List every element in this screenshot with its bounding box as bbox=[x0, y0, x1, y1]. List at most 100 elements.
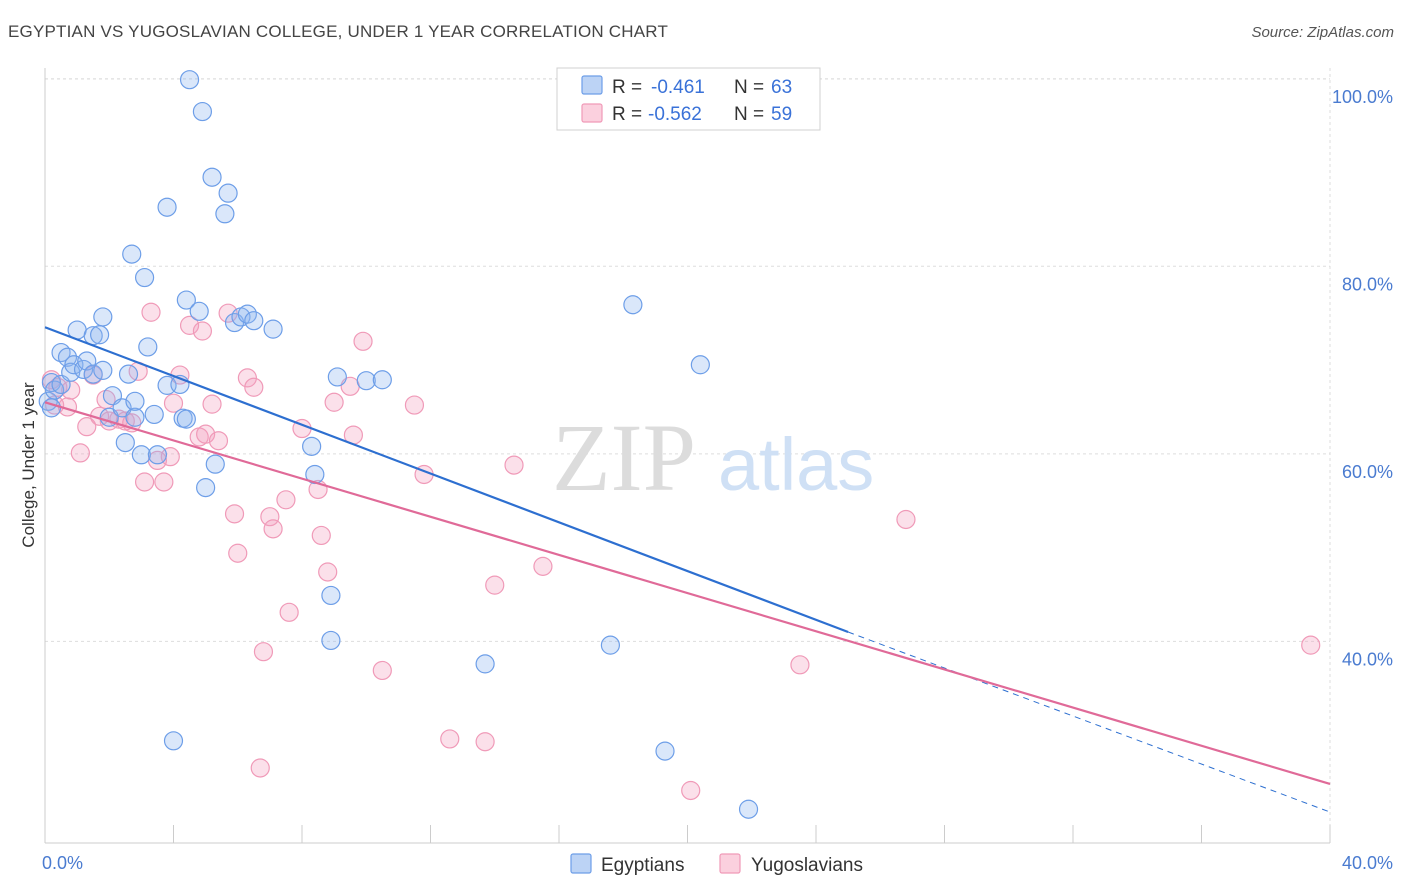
egyptians-point bbox=[134, 267, 155, 288]
egyptians-point bbox=[738, 799, 759, 819]
series-legend-swatch-yugoslavians bbox=[719, 853, 741, 874]
x-tick-labels: 0.0% 40.0% bbox=[42, 853, 1393, 873]
y-tick-label: 100.0% bbox=[1332, 87, 1393, 107]
yugoslavians-point bbox=[218, 303, 238, 323]
yugoslavians-point bbox=[141, 302, 161, 322]
egyptians-point bbox=[118, 364, 139, 384]
watermark-zip: ZIP bbox=[552, 404, 696, 511]
egyptians-point bbox=[179, 70, 200, 90]
egyptians-point bbox=[475, 654, 495, 674]
series-legend-label-egyptians: Egyptians bbox=[601, 855, 684, 876]
y-tick-label: 60.0% bbox=[1342, 462, 1393, 482]
yugoslavians-point bbox=[276, 490, 296, 510]
egyptians-point bbox=[93, 360, 113, 380]
egyptians-trend-line bbox=[44, 326, 849, 634]
yugoslavians-point bbox=[70, 443, 90, 463]
egyptians-point bbox=[144, 404, 164, 425]
yugoslavians-point bbox=[404, 395, 425, 415]
yugoslavians-point bbox=[279, 602, 299, 622]
egyptians-point bbox=[131, 445, 151, 465]
y-axis-label: College, Under 1 year bbox=[19, 382, 38, 548]
legend-n-value-yugoslavians: 59 bbox=[771, 104, 792, 125]
legend-r-label-yugoslavians: R = bbox=[612, 104, 642, 125]
yugoslavians-point bbox=[324, 392, 344, 412]
egyptians-point bbox=[218, 183, 238, 203]
legend-swatch-yugoslavians bbox=[581, 103, 603, 123]
legend-r-value-egyptians: -0.461 bbox=[651, 77, 705, 98]
yugoslavians-point bbox=[208, 431, 229, 451]
egyptians-point bbox=[215, 204, 235, 224]
yugoslavians-point bbox=[372, 660, 392, 681]
egyptians-point bbox=[138, 337, 158, 357]
egyptians-points bbox=[38, 70, 759, 819]
egyptians-point bbox=[147, 445, 168, 465]
legend-swatch-egyptians bbox=[581, 75, 603, 95]
yugoslavians-point bbox=[485, 575, 505, 595]
yugoslavians-point bbox=[681, 780, 701, 801]
x-tick-label-min: 0.0% bbox=[42, 853, 83, 873]
egyptians-point bbox=[93, 307, 113, 327]
yugoslavians-point bbox=[192, 321, 213, 341]
egyptians-point bbox=[163, 731, 184, 751]
yugoslavians-point bbox=[790, 655, 810, 675]
yugoslavians-point bbox=[228, 543, 248, 563]
y-tick-labels: 40.0% 60.0% 80.0% 100.0% bbox=[1332, 87, 1393, 670]
yugoslavians-point bbox=[237, 368, 257, 388]
egyptians-point bbox=[125, 391, 145, 411]
egyptians-point bbox=[115, 432, 135, 453]
egyptians-point bbox=[64, 355, 84, 375]
egyptians-point bbox=[321, 630, 341, 651]
yugoslavians-point bbox=[318, 562, 338, 582]
yugoslavians-point bbox=[224, 504, 245, 524]
watermark-atlas: atlas bbox=[718, 423, 874, 506]
stats-legend: R = -0.461 N = 63 R = -0.562 N = 59 bbox=[556, 67, 821, 131]
y-tick-label: 80.0% bbox=[1342, 274, 1393, 294]
yugoslavians-point bbox=[154, 472, 174, 492]
egyptians-trend-extension bbox=[847, 631, 1331, 813]
series-legend: Egyptians Yugoslavians bbox=[570, 853, 863, 876]
yugoslavians-point bbox=[163, 393, 184, 413]
yugoslavians-point bbox=[253, 642, 274, 662]
egyptians-point bbox=[196, 478, 216, 498]
yugoslavians-point bbox=[353, 331, 373, 351]
source-label: Source: ZipAtlas.com bbox=[1251, 24, 1394, 41]
x-tick-label-max: 40.0% bbox=[1342, 853, 1393, 873]
egyptians-point bbox=[122, 244, 142, 264]
egyptians-point bbox=[327, 367, 347, 387]
yugoslavians-trend-line bbox=[44, 401, 1331, 785]
egyptians-point bbox=[83, 364, 103, 384]
yugoslavians-point bbox=[134, 472, 155, 492]
egyptians-point bbox=[302, 436, 322, 456]
axes bbox=[44, 68, 1331, 844]
yugoslavians-point bbox=[263, 519, 283, 539]
yugoslavians-point bbox=[896, 509, 916, 530]
y-tick-label: 40.0% bbox=[1342, 649, 1393, 669]
egyptians-point bbox=[189, 301, 209, 321]
yugoslavians-point bbox=[475, 732, 495, 752]
legend-n-value-egyptians: 63 bbox=[771, 77, 792, 98]
egyptians-point bbox=[690, 355, 710, 375]
yugoslavians-point bbox=[202, 394, 222, 414]
egyptians-point bbox=[176, 290, 196, 310]
yugoslavians-point bbox=[440, 729, 460, 749]
egyptians-point bbox=[372, 370, 392, 390]
egyptians-point bbox=[90, 325, 110, 345]
egyptians-point bbox=[600, 635, 621, 655]
egyptians-point bbox=[57, 347, 78, 367]
watermark: ZIP atlas bbox=[552, 404, 874, 511]
legend-r-value-yugoslavians: -0.562 bbox=[648, 104, 702, 125]
legend-r-label-egyptians: R = bbox=[612, 77, 642, 98]
yugoslavians-point bbox=[244, 377, 264, 397]
yugoslavians-point bbox=[260, 507, 280, 527]
egyptians-point bbox=[192, 101, 213, 122]
egyptians-point bbox=[41, 398, 62, 418]
egyptians-point bbox=[176, 409, 196, 429]
yugoslavians-point bbox=[533, 556, 553, 576]
yugoslavians-point bbox=[311, 525, 331, 546]
egyptians-point bbox=[202, 167, 222, 187]
yugoslavians-point bbox=[250, 758, 270, 778]
egyptians-point bbox=[157, 197, 177, 217]
yugoslavians-point bbox=[1301, 635, 1321, 655]
legend-n-label-yugoslavians: N = bbox=[734, 104, 764, 125]
